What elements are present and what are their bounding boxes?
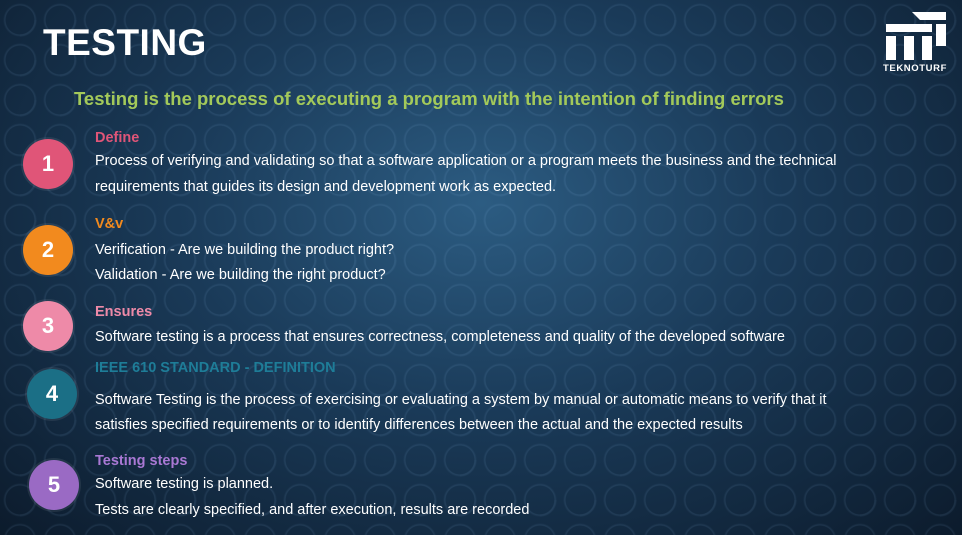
- logo-text: TEKNOTURF: [883, 63, 947, 74]
- step-4-number: 4: [45, 381, 59, 406]
- step-2-title: V&v: [95, 216, 124, 232]
- step-5-badge: 5: [29, 460, 79, 510]
- step-1-title: Define: [95, 130, 140, 146]
- step-1-badge: 1: [23, 139, 73, 189]
- step-2-line-2: Validation - Are we building the right p…: [95, 267, 386, 283]
- step-3-line-1: Software testing is a process that ensur…: [95, 329, 785, 345]
- step-1-line-1: Process of verifying and validating so t…: [95, 153, 837, 169]
- step-4-title: IEEE 610 STANDARD - DEFINITION: [95, 360, 336, 376]
- step-4-line-1: Software Testing is the process of exerc…: [95, 392, 827, 408]
- slide-subtitle: Testing is the process of executing a pr…: [74, 88, 784, 109]
- step-2-number: 2: [41, 237, 55, 262]
- step-5-line-1: Software testing is planned.: [95, 476, 274, 492]
- step-4-line-2: satisfies specified requirements or to i…: [95, 417, 743, 433]
- step-2-line-1: Verification - Are we building the produ…: [95, 242, 395, 258]
- step-3-badge: 3: [23, 301, 73, 351]
- step-5-number: 5: [47, 472, 61, 497]
- teknoturf-logo-icon: [886, 12, 946, 60]
- teknoturf-logo: TEKNOTURF: [882, 12, 948, 74]
- step-2-badge: 2: [23, 225, 73, 275]
- step-5-line-2: Tests are clearly specified, and after e…: [95, 502, 530, 518]
- step-4-badge: 4: [27, 369, 77, 419]
- step-3-title: Ensures: [95, 304, 153, 320]
- slide-title: TESTING: [43, 22, 207, 63]
- step-5-title: Testing steps: [95, 453, 188, 469]
- step-1-line-2: requirements that guides its design and …: [95, 179, 557, 195]
- step-3-number: 3: [41, 313, 55, 338]
- step-1-number: 1: [41, 151, 55, 176]
